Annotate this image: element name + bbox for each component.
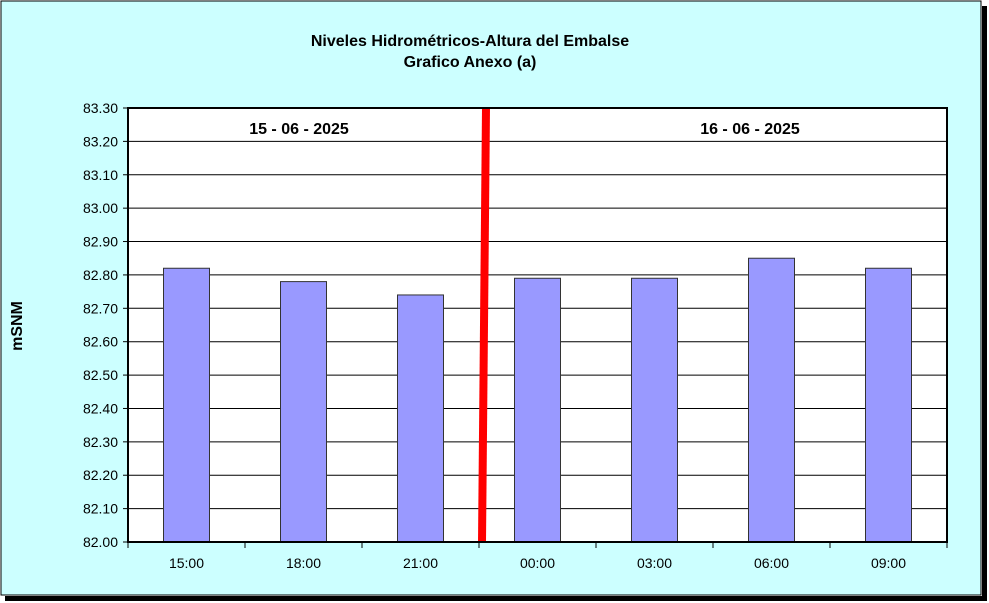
y-tick-label: 82.10 [83, 501, 118, 517]
y-axis-label: mSNM [9, 301, 26, 351]
x-tick-label: 03:00 [637, 555, 672, 571]
y-tick-label: 83.00 [83, 200, 118, 216]
y-tick-label: 82.90 [83, 234, 118, 250]
x-tick-label: 21:00 [403, 555, 438, 571]
date-label-day2: 16 - 06 - 2025 [700, 121, 800, 138]
y-tick-label: 83.30 [83, 100, 118, 116]
bar [280, 281, 327, 543]
y-tick-label: 82.20 [83, 467, 118, 483]
chart-title: Niveles Hidrométricos-Altura del Embalse [311, 33, 629, 50]
chart-shadow-right [982, 6, 987, 601]
y-tick-label: 83.20 [83, 133, 118, 149]
y-tick-label: 82.60 [83, 334, 118, 350]
bar [865, 267, 912, 543]
plot-border [127, 107, 948, 543]
y-tick-label: 82.30 [83, 434, 118, 450]
x-tick-label: 15:00 [169, 555, 204, 571]
y-tick-label: 82.80 [83, 267, 118, 283]
bar [163, 267, 210, 543]
x-tick-label: 06:00 [754, 555, 789, 571]
chart-subtitle: Grafico Anexo (a) [404, 54, 537, 71]
x-tick-label: 09:00 [871, 555, 906, 571]
bar [514, 277, 561, 543]
y-tick-label: 82.40 [83, 400, 118, 416]
y-tick-label: 83.10 [83, 167, 118, 183]
x-tick-label: 18:00 [286, 555, 321, 571]
bar [397, 294, 444, 543]
date-label-day1: 15 - 06 - 2025 [249, 121, 349, 138]
x-tick-label: 00:00 [520, 555, 555, 571]
chart-shadow-bottom [5, 596, 985, 601]
y-tick-label: 82.00 [83, 534, 118, 550]
bar [748, 257, 795, 543]
bar [631, 277, 678, 543]
y-tick-label: 82.70 [83, 300, 118, 316]
day-separator-line [478, 107, 490, 543]
y-tick-label: 82.50 [83, 367, 118, 383]
